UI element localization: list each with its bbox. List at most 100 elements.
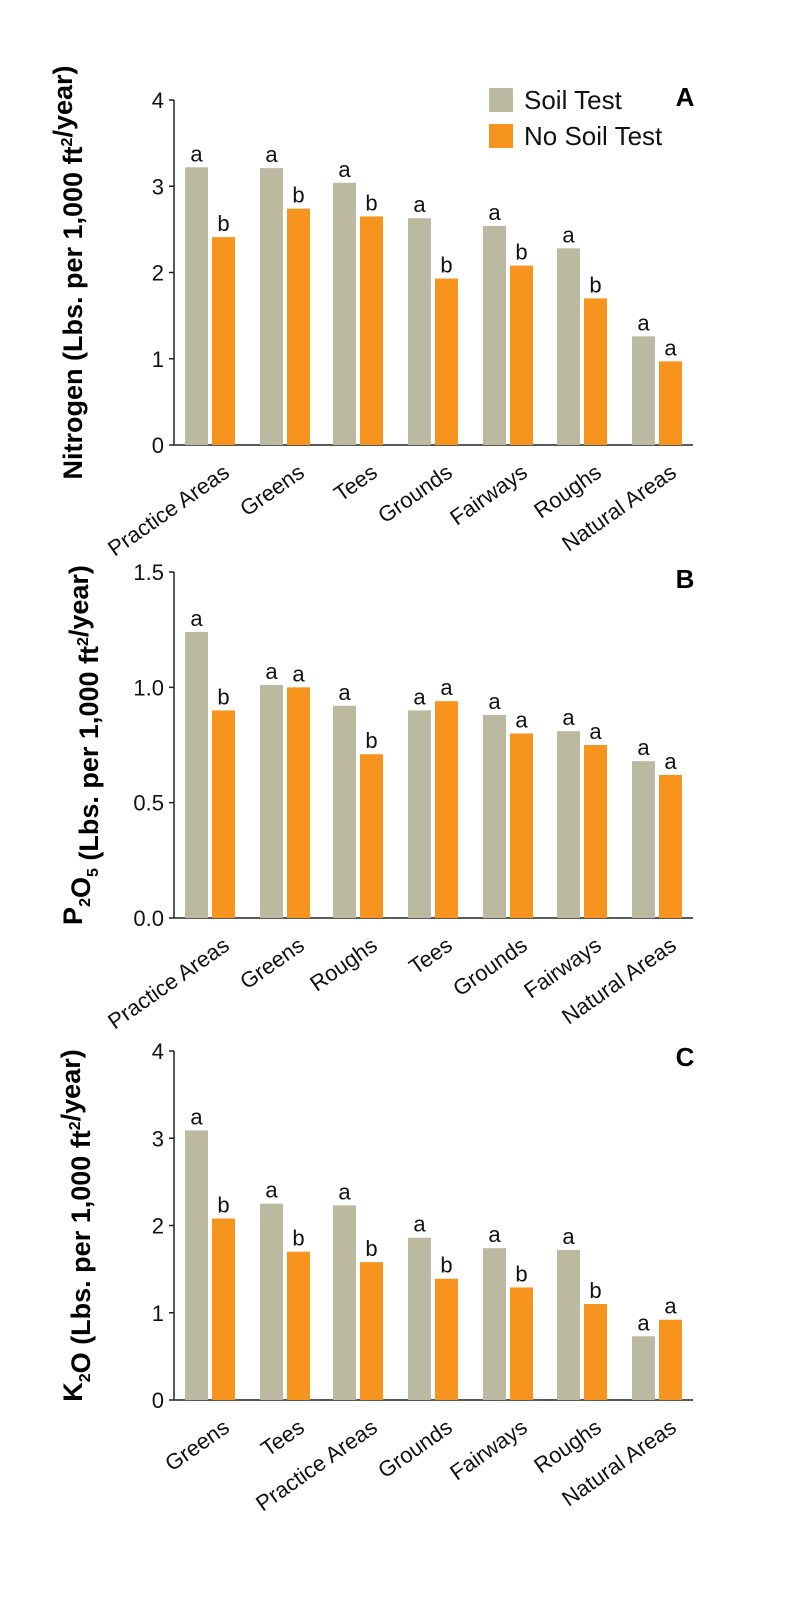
significance-letter: b	[292, 183, 304, 208]
bar-no-soil-test	[510, 1287, 533, 1400]
significance-letter: b	[365, 190, 377, 215]
legend-swatch-no-soil-test	[489, 124, 513, 148]
significance-letter: a	[338, 157, 351, 182]
bar-soil-test	[408, 1237, 431, 1400]
y-tick-label: 1	[152, 347, 164, 372]
significance-letter: b	[589, 1278, 601, 1303]
y-tick-label: 0	[152, 1388, 164, 1413]
significance-letter: a	[488, 1222, 501, 1247]
x-tick-label: Fairways	[445, 459, 531, 530]
x-tick-label: Practice Areas	[251, 1414, 382, 1516]
y-tick-label: 4	[152, 88, 164, 113]
x-tick-label: Practice Areas	[103, 459, 234, 561]
significance-letter: b	[217, 684, 229, 709]
panel-b-phosphate: 0.0 0.5 1.0 1.5 P2O5 (Lbs. per 1,000 ft2/yea…	[58, 560, 694, 1034]
significance-letter: a	[637, 310, 650, 335]
bar-no-soil-test	[212, 237, 235, 445]
significance-letter: a	[562, 1224, 575, 1249]
significance-letter: a	[190, 141, 203, 166]
significance-letter: a	[413, 192, 426, 217]
x-tick-label: Roughs	[305, 932, 381, 996]
significance-letter: a	[488, 200, 501, 225]
bar-soil-test	[483, 1248, 506, 1400]
panel-letter: C	[676, 1042, 695, 1072]
bar-no-soil-test	[435, 1278, 458, 1400]
bar-no-soil-test	[584, 745, 607, 918]
significance-letter: a	[562, 705, 575, 730]
significance-letter: a	[637, 735, 650, 760]
x-tick-label: Grounds	[448, 932, 531, 1001]
bar-no-soil-test	[659, 774, 682, 918]
bar-soil-test	[408, 218, 431, 445]
x-tick-label: Practice Areas	[103, 932, 234, 1034]
significance-letter: b	[440, 253, 452, 278]
bar-no-soil-test	[287, 1251, 310, 1400]
significance-letter: a	[515, 707, 528, 732]
y-axis-label: Nitrogen (Lbs. per 1,000 ft2/year)	[48, 65, 88, 479]
bar-no-soil-test	[287, 208, 310, 445]
bar-no-soil-test	[435, 701, 458, 918]
bar-soil-test	[260, 168, 283, 445]
legend-swatch-soil-test	[489, 88, 513, 112]
y-tick-label: 4	[152, 1039, 164, 1064]
bar-soil-test	[483, 715, 506, 918]
significance-letter: a	[664, 335, 677, 360]
bar-soil-test	[185, 631, 208, 918]
bar-no-soil-test	[584, 1304, 607, 1400]
y-tick-label: 0.5	[133, 791, 164, 816]
significance-letter: a	[488, 689, 501, 714]
bar-soil-test	[632, 1336, 655, 1400]
bar-no-soil-test	[212, 710, 235, 918]
x-tick-label: Tees	[256, 1414, 308, 1461]
bar-no-soil-test	[360, 754, 383, 918]
significance-letter: b	[515, 1261, 527, 1286]
bar-soil-test	[557, 248, 580, 445]
y-tick-label: 1.0	[133, 675, 164, 700]
panel-letter: A	[676, 82, 695, 112]
y-tick-label: 1.5	[133, 560, 164, 585]
significance-letter: a	[664, 1294, 677, 1319]
bar-no-soil-test	[510, 733, 533, 918]
significance-letter: b	[365, 728, 377, 753]
legend-label-no-soil-test: No Soil Test	[524, 121, 663, 151]
x-tick-label: Tees	[329, 459, 381, 506]
significance-letter: a	[589, 719, 602, 744]
x-tick-label: Grounds	[373, 459, 456, 528]
bar-soil-test	[557, 1249, 580, 1400]
significance-letter: a	[637, 1310, 650, 1335]
bar-no-soil-test	[360, 1262, 383, 1400]
bar-soil-test	[185, 1130, 208, 1400]
significance-letter: a	[292, 661, 305, 686]
bar-no-soil-test	[659, 361, 682, 445]
significance-letter: a	[440, 675, 453, 700]
bar-soil-test	[483, 225, 506, 445]
significance-letter: b	[292, 1226, 304, 1251]
significance-letter: b	[589, 272, 601, 297]
y-tick-label: 2	[152, 261, 164, 286]
y-tick-label: 3	[152, 1126, 164, 1151]
significance-letter: a	[190, 1104, 203, 1129]
panel-letter: B	[676, 564, 695, 594]
x-tick-label: Greens	[235, 932, 308, 994]
bar-soil-test	[632, 761, 655, 918]
legend: Soil Test No Soil Test	[489, 85, 663, 151]
x-tick-label: Grounds	[373, 1414, 456, 1483]
bar-no-soil-test	[510, 265, 533, 445]
y-tick-label: 3	[152, 174, 164, 199]
significance-letter: a	[413, 684, 426, 709]
significance-letter: b	[440, 1253, 452, 1278]
bar-soil-test	[333, 1205, 356, 1400]
bar-soil-test	[260, 685, 283, 918]
significance-letter: b	[217, 211, 229, 236]
bar-soil-test	[557, 731, 580, 918]
bar-soil-test	[260, 1203, 283, 1400]
legend-label-soil-test: Soil Test	[524, 85, 623, 115]
y-tick-label: 0.0	[133, 906, 164, 931]
significance-letter: a	[265, 142, 278, 167]
bar-no-soil-test	[287, 687, 310, 918]
y-tick-label: 0	[152, 433, 164, 458]
significance-letter: b	[217, 1193, 229, 1218]
significance-letter: a	[338, 1179, 351, 1204]
bar-soil-test	[632, 336, 655, 445]
